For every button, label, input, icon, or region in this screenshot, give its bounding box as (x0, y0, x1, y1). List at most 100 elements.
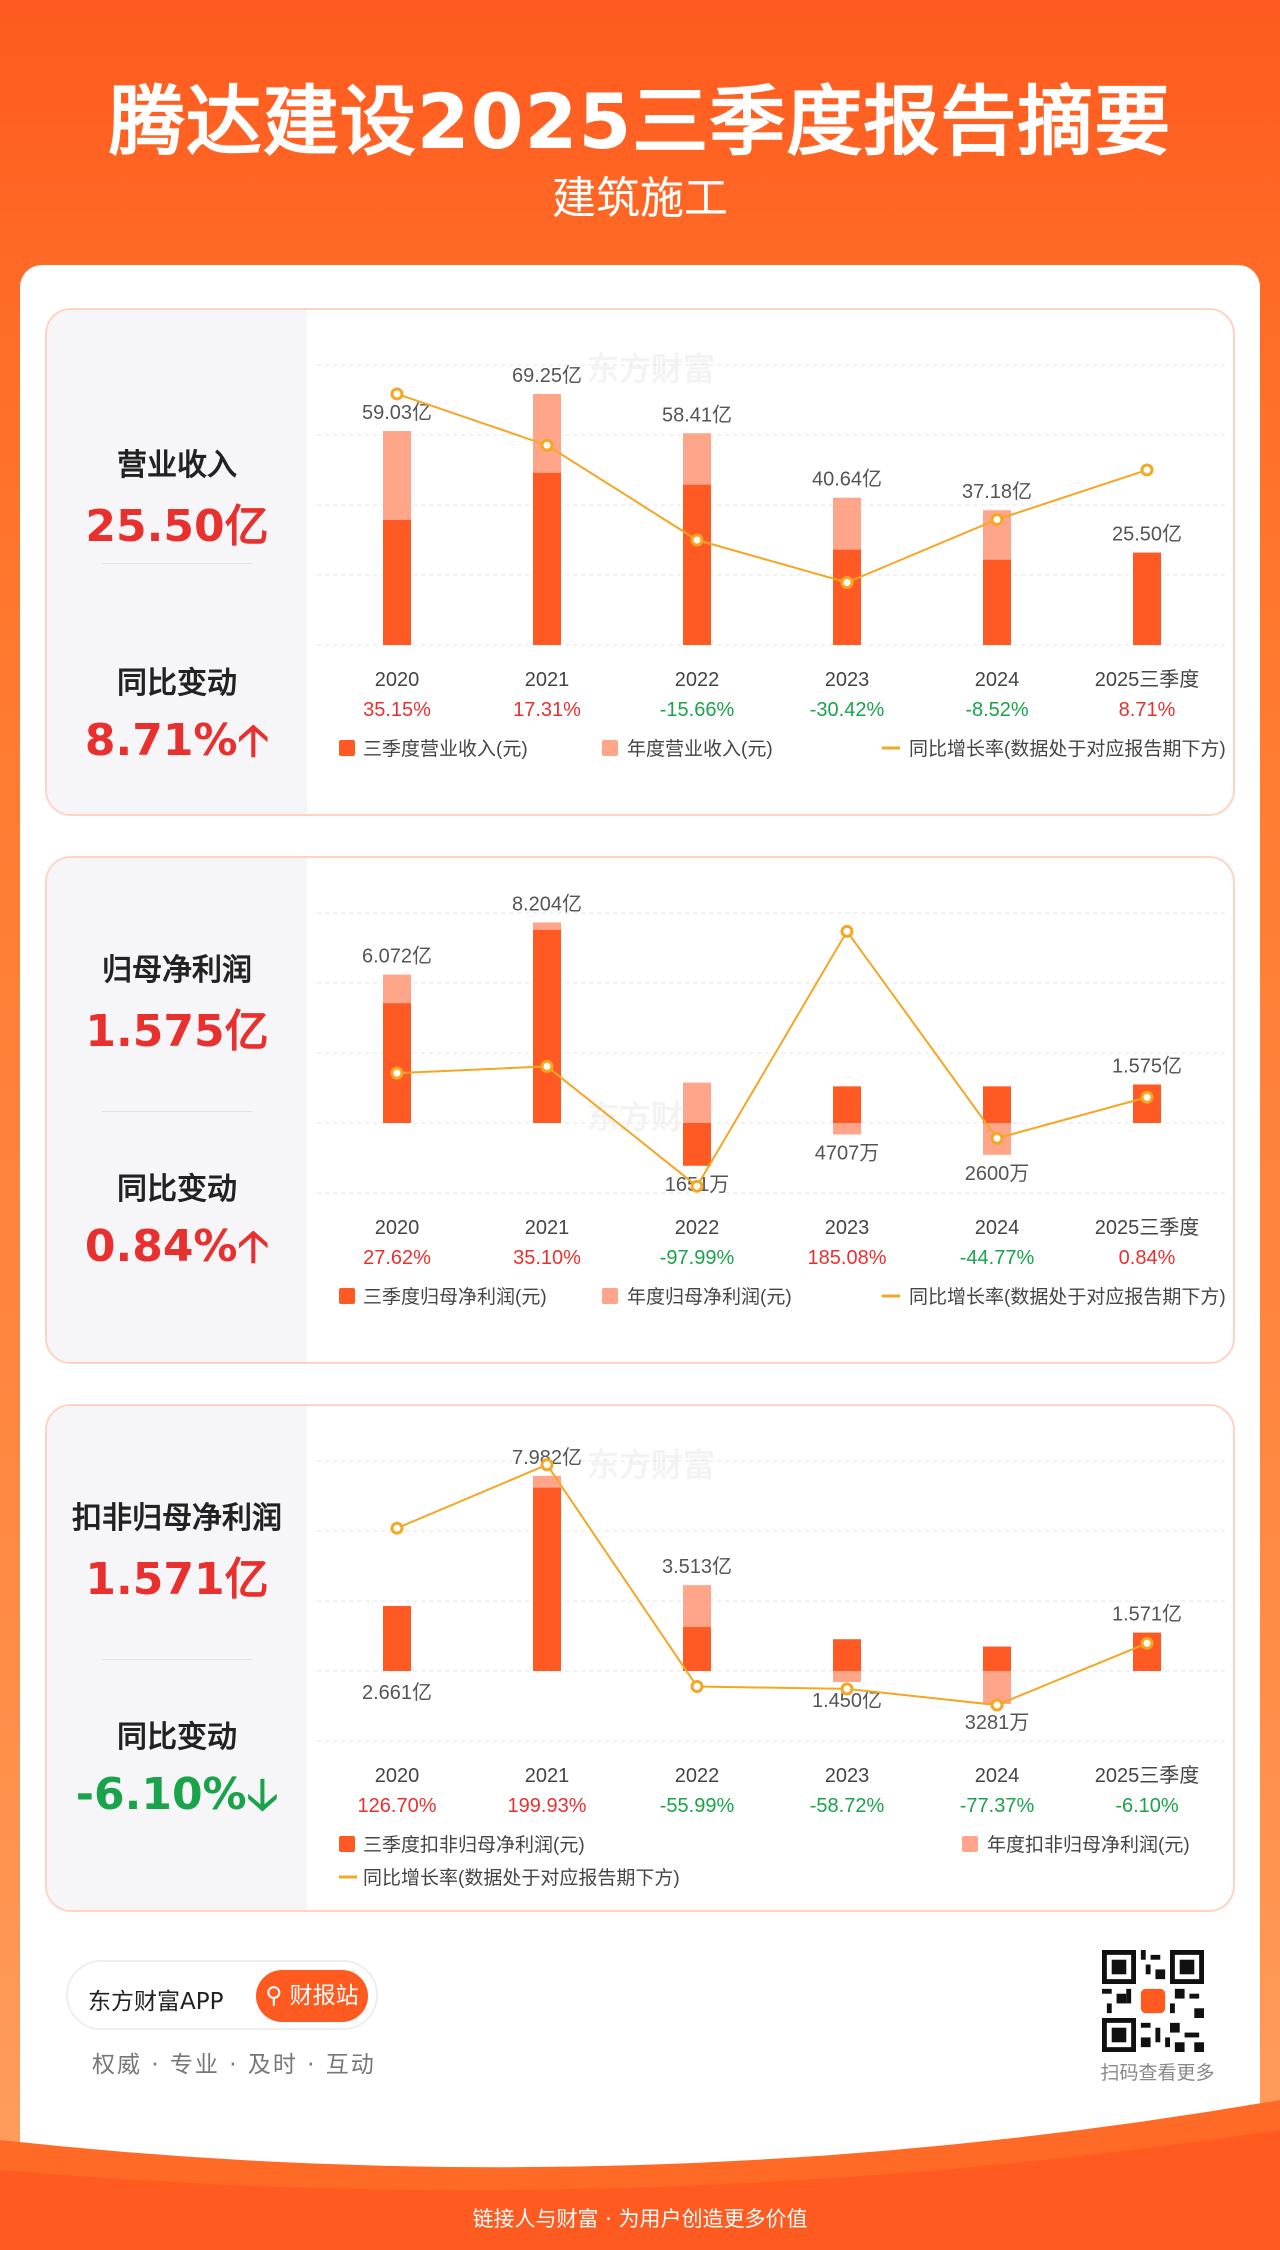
legend-swatch-q3 (339, 1288, 355, 1304)
legend-label: 年度扣非归母净利润(元) (987, 1834, 1190, 1856)
page-title: 腾达建设2025三季度报告摘要 (108, 77, 1172, 166)
growth-point (390, 1066, 404, 1080)
bar-value-label: 8.204亿 (512, 892, 582, 915)
revenue-label: 营业收入 (117, 448, 237, 483)
legend-swatch-annual (602, 740, 618, 756)
qr-code-icon[interactable] (1102, 1950, 1204, 2052)
divider (102, 563, 252, 564)
growth-label: -30.42% (810, 699, 885, 721)
bar-value-label: 6.072亿 (362, 945, 432, 968)
annual-bar (833, 1123, 861, 1135)
growth-label: -15.66% (660, 699, 735, 721)
net-profit-change: 0.84%🡡 (47, 1214, 307, 1289)
growth-label: 17.31% (513, 699, 581, 721)
legend-label: 年度归母净利润(元) (627, 1286, 792, 1308)
bar-value-label: 59.03亿 (362, 401, 432, 424)
revenue-change: 8.71%🡡 (47, 708, 307, 783)
category-label: 2022 (675, 669, 720, 691)
q3-bar (683, 484, 711, 645)
legend-label: 三季度营业收入(元) (363, 738, 528, 760)
bar-value-label: 7.982亿 (512, 1446, 582, 1469)
report-station-button[interactable]: ⚲ 财报站 (256, 1970, 368, 2022)
category-label: 2025三季度 (1095, 1764, 1200, 1787)
net-profit-label: 归母净利润 (102, 953, 252, 988)
growth-point (1140, 1090, 1154, 1104)
search-icon: ⚲ (265, 1983, 283, 2009)
deducted-profit-chart: 东方财富 2.661亿 2020 126.70% 7.982亿 2021 199.93% 3.… (317, 1446, 1227, 1889)
arrow-down-icon: 🡣 (246, 1769, 279, 1820)
bar-value-label: 69.25亿 (512, 364, 582, 387)
growth-label: 35.10% (513, 1247, 581, 1269)
legend-label: 年度营业收入(元) (627, 738, 773, 760)
q3-bar (983, 1646, 1011, 1671)
deducted-profit-value: 1.571亿 (85, 1554, 269, 1605)
growth-label: 8.71% (1119, 699, 1176, 721)
growth-label: 126.70% (358, 1795, 437, 1817)
legend-label: 同比增长率(数据处于对应报告期下方) (909, 738, 1226, 760)
category-label: 2020 (375, 1765, 420, 1787)
legend-label: 同比增长率(数据处于对应报告期下方) (909, 1286, 1226, 1308)
growth-label: -6.10% (1115, 1795, 1179, 1817)
legend-label: 三季度归母净利润(元) (363, 1286, 547, 1308)
category-label: 2021 (525, 1765, 570, 1787)
growth-label: 0.84% (1119, 1247, 1176, 1269)
deducted-profit-change-value: -6.10% (75, 1769, 247, 1820)
growth-label: -44.77% (960, 1247, 1035, 1269)
deducted-profit-label: 扣非归母净利润 (72, 1501, 282, 1536)
bar-value-label: 1.571亿 (1112, 1603, 1182, 1626)
category-label: 2025三季度 (1095, 668, 1200, 691)
growth-point (1140, 463, 1154, 477)
growth-point (840, 924, 854, 938)
legend-swatch-annual (962, 1836, 978, 1852)
category-label: 2020 (375, 669, 420, 691)
net-profit-change-label: 同比变动 (117, 1172, 237, 1207)
bar-value-label: 3.513亿 (662, 1555, 732, 1578)
q3-bar (833, 549, 861, 645)
bar-value-label: 25.50亿 (1112, 523, 1182, 546)
growth-line (396, 929, 1148, 1188)
growth-point (690, 533, 704, 547)
q3-bar (383, 519, 411, 645)
category-label: 2023 (825, 1217, 870, 1239)
revenue-panel: 营业收入 25.50亿 同比变动 8.71%🡡 东方财富 59.03亿 2020 35… (45, 308, 1235, 816)
revenue-summary: 营业收入 25.50亿 同比变动 8.71%🡡 (47, 310, 307, 814)
net-profit-summary: 归母净利润 1.575亿 同比变动 0.84%🡡 (47, 858, 307, 1362)
bar-value-label: 1.450亿 (812, 1689, 882, 1712)
watermark: 东方财富 (587, 351, 715, 387)
annual-bar (983, 1671, 1011, 1704)
category-label: 2022 (675, 1765, 720, 1787)
slogan: 权威 · 专业 · 及时 · 互动 (92, 2052, 376, 2078)
q3-bar (1133, 552, 1161, 645)
legend-swatch-q3 (339, 740, 355, 756)
growth-line (396, 1463, 1148, 1707)
report-station-label: 财报站 (289, 1983, 359, 2009)
bar-value-label: 37.18亿 (962, 480, 1032, 503)
annual-bar (683, 1082, 711, 1123)
growth-label: 35.15% (363, 699, 431, 721)
app-name: 东方财富APP (88, 1989, 224, 2015)
category-label: 2022 (675, 1217, 720, 1239)
growth-point (690, 1680, 704, 1694)
growth-point (840, 575, 854, 589)
category-label: 2023 (825, 1765, 870, 1787)
bottom-wave (0, 2100, 1280, 2250)
deducted-profit-change: -6.10%🡣 (47, 1762, 307, 1837)
growth-point (390, 387, 404, 401)
growth-point (1140, 1636, 1154, 1650)
growth-label: -55.99% (660, 1795, 735, 1817)
q3-bar (383, 1605, 411, 1671)
category-label: 2025三季度 (1095, 1216, 1200, 1239)
legend-label: 同比增长率(数据处于对应报告期下方) (363, 1867, 680, 1889)
net-profit-chart: 东方财富6.072亿202027.62%8.204亿202135.10%1651… (317, 892, 1227, 1308)
category-label: 2021 (525, 1217, 570, 1239)
app-search-box[interactable]: 东方财富APP ⚲ 财报站 (66, 1960, 378, 2030)
growth-label: 185.08% (808, 1247, 887, 1269)
deducted-profit-summary: 扣非归母净利润 1.571亿 同比变动 -6.10%🡣 (47, 1406, 307, 1910)
header: 腾达建设2025三季度报告摘要 建筑施工 (0, 0, 1280, 265)
category-label: 2024 (975, 669, 1020, 691)
q3-bar (1133, 1084, 1161, 1123)
q3-bar (383, 1003, 411, 1123)
growth-label: -97.99% (660, 1247, 735, 1269)
revenue-value: 25.50亿 (85, 501, 269, 552)
page-subtitle: 建筑施工 (552, 173, 728, 224)
